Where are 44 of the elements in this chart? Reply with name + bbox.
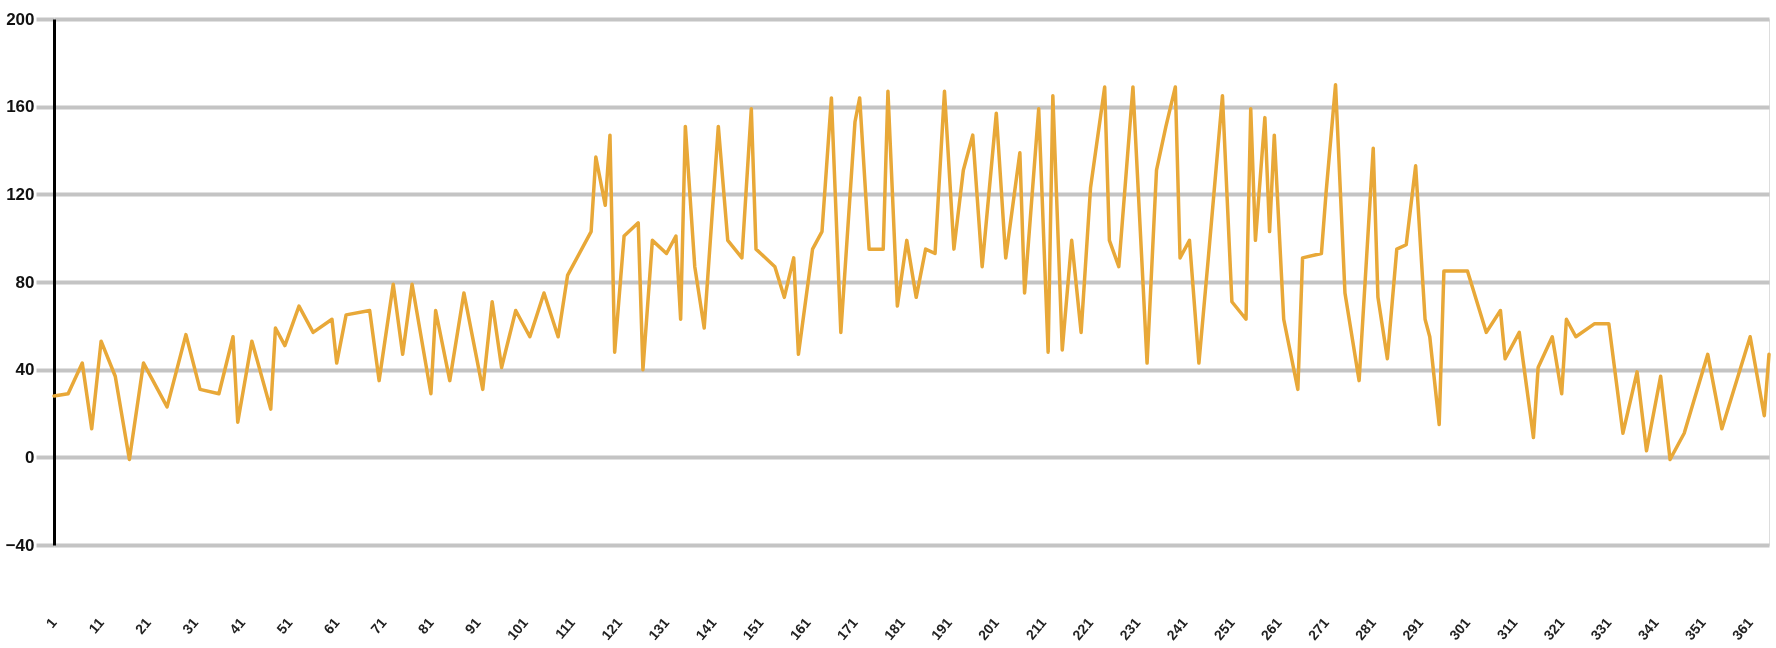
x-tick-label: 351 (1681, 614, 1710, 643)
x-tick-label: 51 (273, 614, 296, 637)
x-tick-label: 231 (1116, 614, 1144, 643)
y-tick-label: 80 (15, 272, 35, 292)
x-tick-label: 291 (1398, 614, 1427, 643)
y-tick-label: 160 (6, 97, 35, 117)
x-tick-label: 221 (1069, 614, 1097, 643)
x-tick-label: 41 (226, 614, 249, 637)
x-tick-label: 71 (367, 614, 390, 637)
x-tick-label: 241 (1163, 614, 1191, 643)
x-tick-label: 311 (1493, 614, 1521, 643)
x-tick-label: 81 (414, 614, 437, 637)
x-tick-label: 191 (927, 614, 956, 643)
x-tick-label: 181 (880, 614, 909, 643)
x-tick-label: 161 (786, 614, 814, 643)
y-tick-label: 0 (25, 447, 35, 467)
x-tick-label: 111 (551, 614, 579, 642)
y-tick-label: 120 (6, 184, 35, 204)
x-tick-label: 11 (85, 614, 108, 637)
x-tick-label: 131 (645, 614, 673, 643)
x-tick-label: 151 (739, 614, 767, 643)
x-tick-label: 101 (503, 614, 532, 643)
x-tick-label: 331 (1587, 614, 1615, 643)
x-tick-label: 261 (1257, 614, 1285, 643)
x-tick-label: 121 (597, 614, 626, 643)
x-tick-label: 91 (461, 614, 485, 637)
x-tick-label: 271 (1304, 614, 1333, 643)
x-tick-label: 171 (833, 614, 861, 643)
x-tick-label: 21 (131, 614, 155, 637)
x-tick-label: 341 (1634, 614, 1662, 643)
x-tick-label: 211 (1022, 614, 1050, 643)
x-tick-label: 251 (1210, 614, 1238, 643)
x-tick-label: 31 (178, 614, 202, 637)
x-tick-label: 201 (974, 614, 1003, 643)
x-tick-label: 61 (320, 614, 343, 637)
y-tick-label: 200 (6, 9, 35, 29)
x-tick-label: 301 (1446, 614, 1474, 643)
y-tick-label: 40 (15, 360, 35, 380)
x-tick-label: 141 (692, 614, 720, 643)
x-tick-label: 1 (42, 614, 60, 631)
x-tick-label: 281 (1351, 614, 1380, 643)
y-tick-label: −40 (5, 535, 35, 555)
x-tick-label: 321 (1540, 614, 1568, 643)
x-tick-label: 361 (1728, 614, 1757, 643)
